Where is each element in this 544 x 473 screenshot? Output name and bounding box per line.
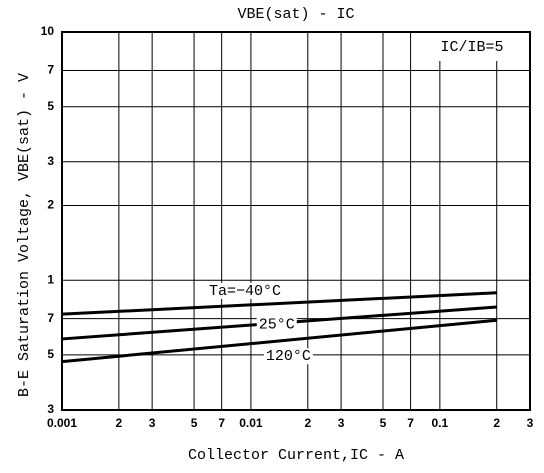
x-tick-label: 3 [149,416,156,430]
x-tick-label: 3 [527,416,534,430]
annotation: IC/IB=5 [440,39,503,56]
chart-title: VBE(sat) - IC [237,6,354,23]
x-tick-label: 3 [338,416,345,430]
y-tick-label: 1 [47,272,54,286]
y-tick-label: 2 [47,198,54,212]
series-label: Ta=−40°C [209,283,281,300]
series-label: 120°C [266,348,311,365]
y-tick-label: 10 [41,24,55,38]
y-tick-label: 5 [47,99,54,113]
series-label: 25°C [259,316,295,333]
x-tick-label: 5 [191,416,198,430]
x-tick-label: 2 [116,416,123,430]
y-tick-label: 5 [47,347,54,361]
x-tick-label: 2 [304,416,311,430]
x-tick-label: 7 [218,416,225,430]
label-bg [256,316,297,333]
y-tick-label: 3 [47,154,54,168]
y-tick-label: 7 [47,311,54,325]
x-tick-label: 0.001 [47,416,77,430]
data-line [61,291,497,316]
annotation-box [414,33,529,61]
x-tick-label: 7 [407,416,414,430]
y-tick-label: 3 [47,402,54,416]
x-tick-label: 5 [380,416,387,430]
label-bg [207,282,284,299]
x-tick-label: 2 [493,416,500,430]
plot-frame [61,31,531,411]
x-axis-label: Collector Current,IC - A [188,447,404,464]
label-bg [263,348,313,365]
x-tick-label: 0.01 [239,416,263,430]
y-tick-label: 7 [47,63,54,77]
data-line [61,318,497,364]
y-axis-label: B-E Saturation Voltage, VBE(sat) - V [16,73,33,397]
x-tick-label: 0.1 [432,416,449,430]
